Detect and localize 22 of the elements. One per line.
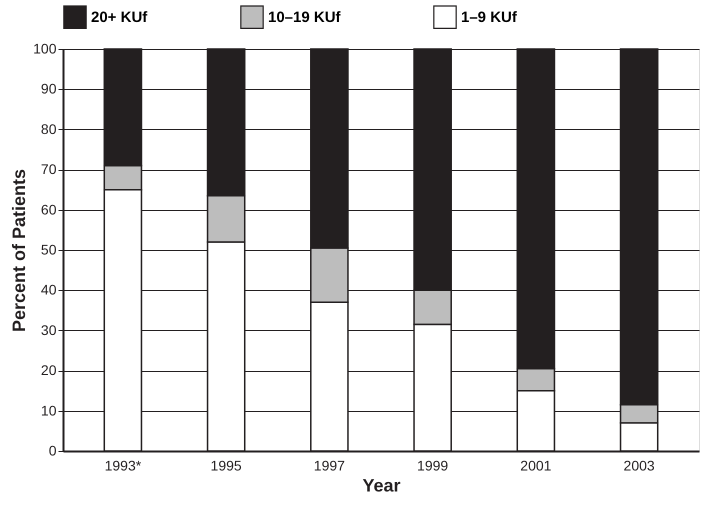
y-axis-title: Percent of Patients <box>9 168 30 332</box>
y-tick-label: 80 <box>40 120 57 137</box>
y-tick-label: 50 <box>40 242 57 258</box>
legend-label: 20+ KUf <box>91 9 148 26</box>
x-tick-label: 1997 <box>314 458 346 474</box>
y-tick-label: 70 <box>40 161 57 178</box>
x-axis-title: Year <box>362 476 401 496</box>
x-tick-label: 2001 <box>520 458 552 474</box>
legend-label: 10–19 KUf <box>268 9 342 26</box>
y-tick-label: 20 <box>40 362 57 378</box>
y-tick-label: 100 <box>33 40 57 56</box>
x-tick-label: 1999 <box>417 458 448 474</box>
y-tick-label: 40 <box>40 282 57 298</box>
y-tick-label: 60 <box>40 201 57 218</box>
x-tick-label: 2003 <box>624 458 655 474</box>
x-tick-label: 1993* <box>104 458 142 474</box>
y-tick-label: 10 <box>40 402 57 418</box>
y-tick-label: 30 <box>40 322 57 338</box>
legend-label: 1–9 KUf <box>461 9 518 26</box>
y-tick-label: 0 <box>48 442 57 458</box>
y-tick-label: 90 <box>40 80 57 97</box>
x-tick-label: 1995 <box>210 458 242 474</box>
